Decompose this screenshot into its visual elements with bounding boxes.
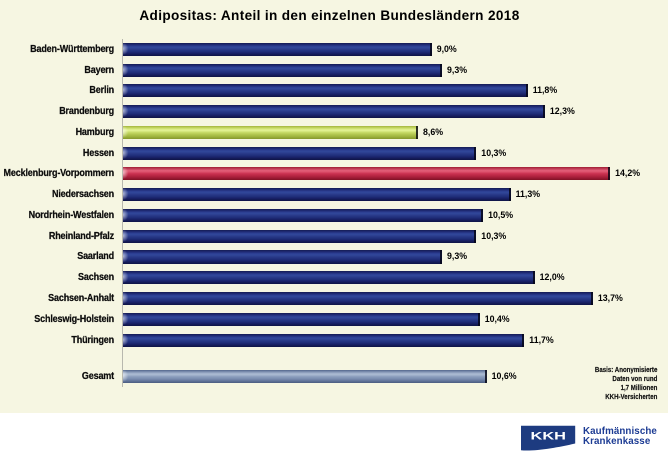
svg-text:KKH: KKH <box>531 431 567 443</box>
